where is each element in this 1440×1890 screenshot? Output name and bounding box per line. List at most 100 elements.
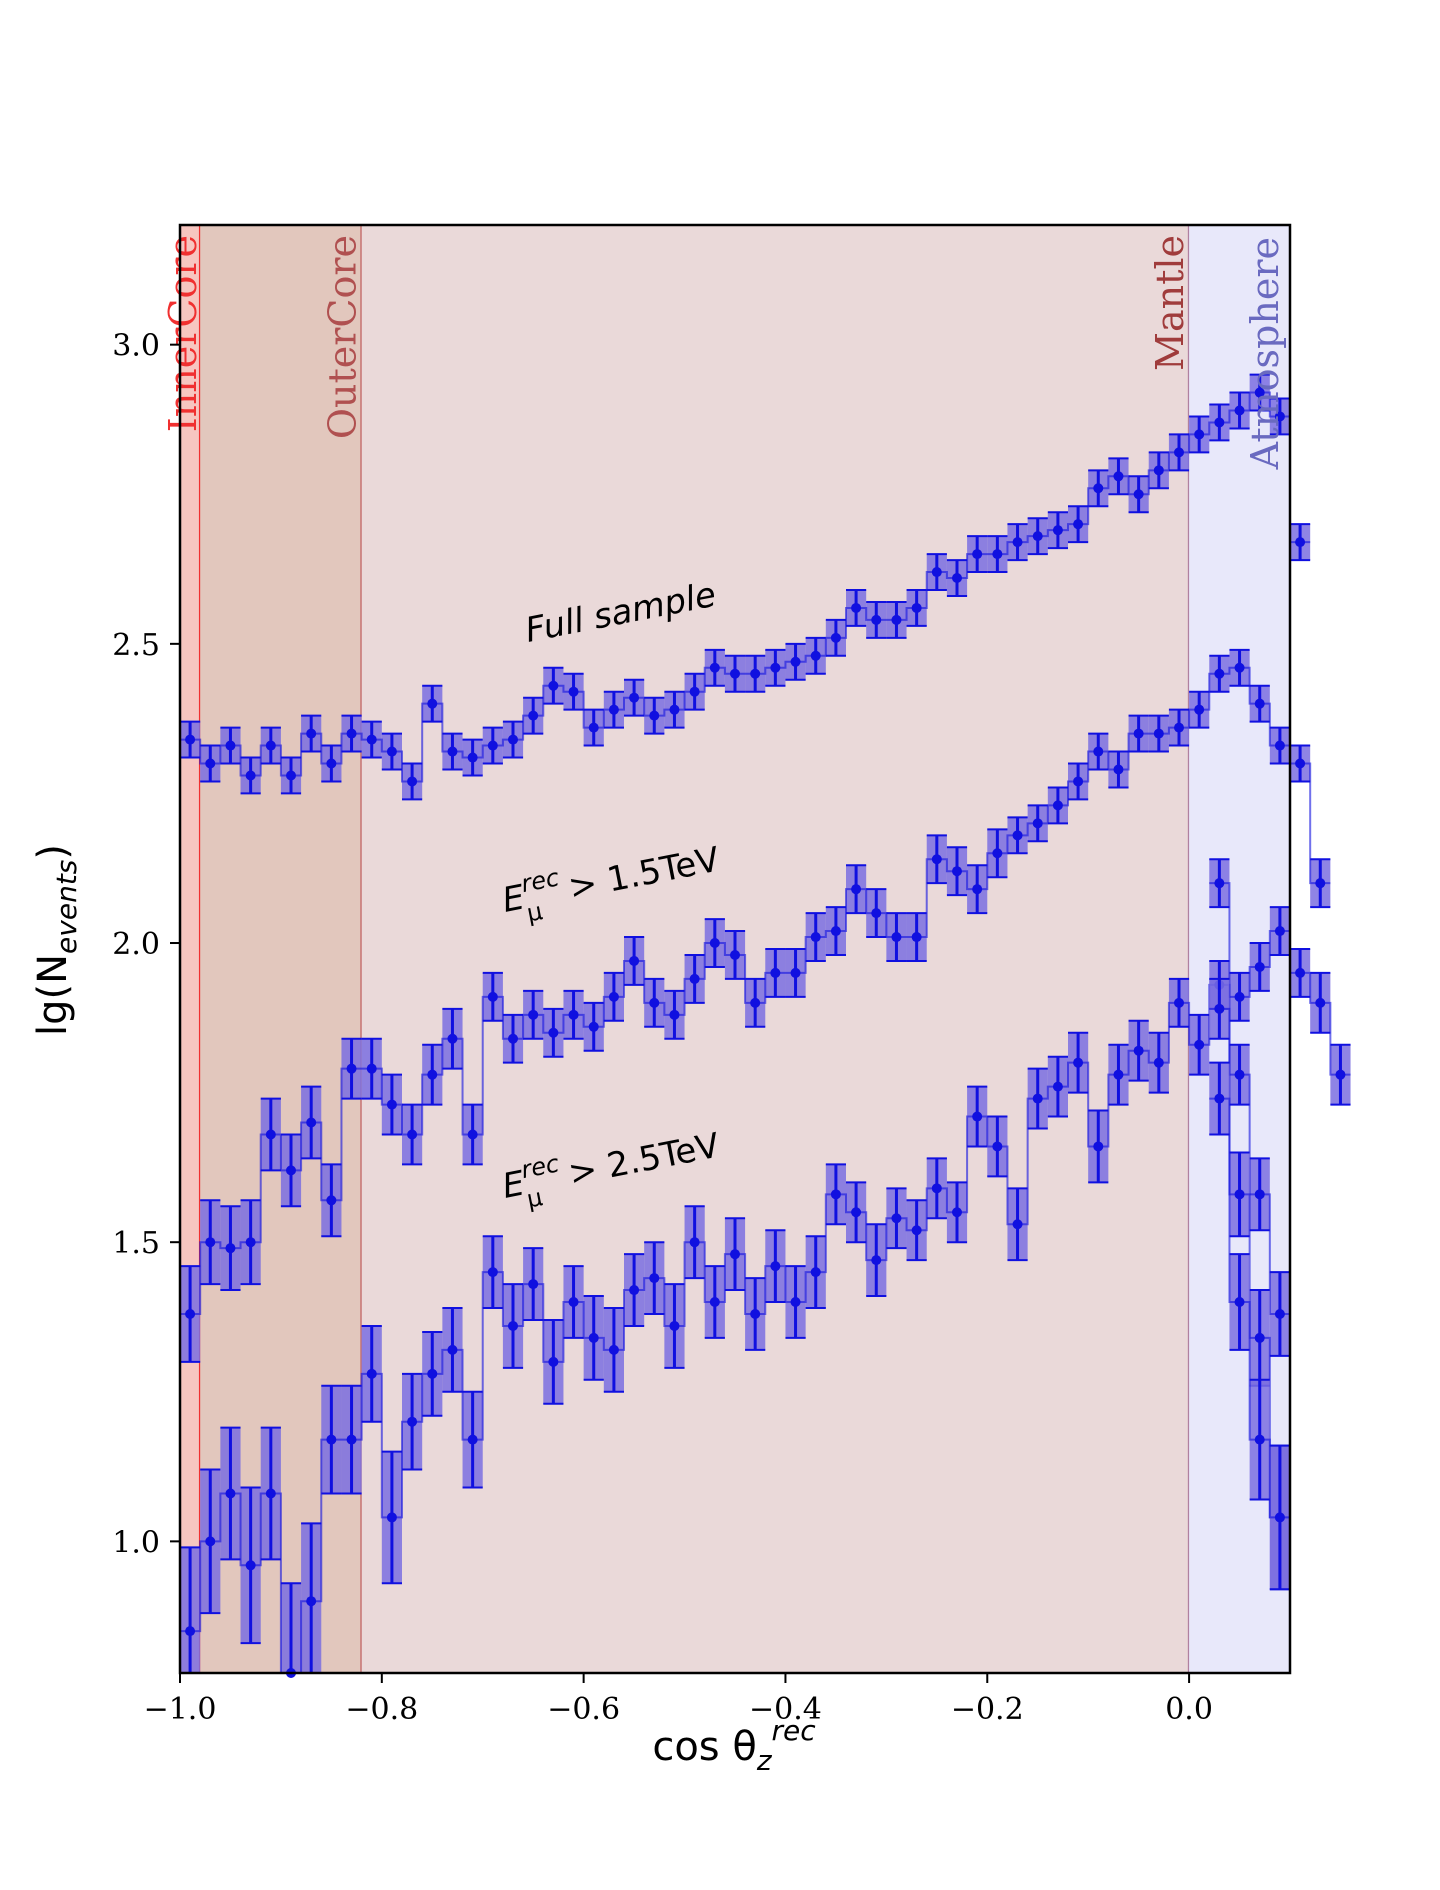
data-point (467, 752, 478, 763)
data-point (487, 1267, 498, 1278)
x-axis-label-sub: z (756, 1744, 773, 1777)
data-point (1234, 1297, 1245, 1308)
data-point (1113, 471, 1124, 482)
data-point (286, 1165, 296, 1176)
data-point (447, 1344, 458, 1355)
data-point (588, 1332, 599, 1343)
data-point (346, 1434, 357, 1445)
data-point (386, 1099, 397, 1110)
data-point (952, 573, 962, 584)
data-point (1194, 1039, 1205, 1050)
series-series-2 (180, 906, 1351, 1678)
data-point (306, 1117, 317, 1128)
data-point (1254, 387, 1265, 398)
data-point (1174, 722, 1184, 733)
data-point (1194, 429, 1205, 440)
data-point (1032, 818, 1043, 829)
data-point (386, 1512, 397, 1523)
data-point (326, 1434, 337, 1445)
data-point (306, 728, 317, 739)
data-point (508, 734, 518, 745)
data-point (1093, 746, 1104, 757)
data-point (911, 602, 922, 613)
data-point (366, 1063, 377, 1074)
data-point (830, 1189, 841, 1200)
data-point (265, 1129, 276, 1140)
data-point (1234, 991, 1245, 1002)
x-tick-label: 0.0 (1165, 1692, 1213, 1727)
data-point (810, 932, 821, 943)
series-series-1 (180, 648, 1331, 1363)
series-tail-low (1209, 1061, 1290, 1591)
data-point (1113, 1069, 1124, 1080)
data-point (891, 614, 902, 625)
data-point (911, 932, 922, 943)
data-point (508, 1033, 518, 1044)
data-point (992, 549, 1003, 560)
data-point (1254, 961, 1265, 972)
data-point (1254, 1332, 1265, 1343)
data-point (366, 1368, 377, 1379)
data-point (931, 1183, 942, 1194)
data-point (1153, 465, 1164, 476)
data-point (548, 680, 559, 691)
data-point (1174, 447, 1184, 458)
data-point (1234, 662, 1245, 673)
data-point (185, 734, 196, 745)
data-point (709, 1297, 720, 1308)
data-point (1214, 417, 1225, 428)
data-point (1052, 1081, 1063, 1092)
data-point (1113, 764, 1124, 775)
data-point (225, 1243, 236, 1254)
data-point (730, 949, 740, 960)
data-point (407, 776, 418, 787)
data-point (608, 1344, 619, 1355)
plot-frame (178, 223, 1292, 1675)
x-tick-label: −0.4 (749, 1692, 822, 1727)
data-point (427, 698, 438, 709)
data-point (1214, 1003, 1225, 1014)
data-point (871, 614, 882, 625)
data-point (1295, 537, 1306, 548)
data-point (1153, 1057, 1164, 1068)
region-label-outercore: OuterCore (321, 235, 365, 439)
data-point (972, 884, 983, 895)
data-point (225, 1488, 236, 1499)
region-label-mantle: Mantle (1148, 235, 1192, 371)
data-point (952, 1207, 962, 1218)
data-point (366, 734, 377, 745)
data-point (810, 1267, 821, 1278)
data-point (1133, 1045, 1144, 1056)
y-tick-label: 3.0 (112, 329, 160, 364)
data-point (548, 1356, 559, 1367)
data-point (851, 884, 862, 895)
data-point (730, 668, 740, 679)
data-point (669, 704, 680, 715)
data-point (750, 997, 761, 1008)
x-tick-label: −0.8 (345, 1692, 418, 1727)
data-point (528, 1009, 539, 1020)
data-point (790, 1297, 801, 1308)
data-point (911, 1225, 922, 1236)
data-point (750, 668, 761, 679)
data-point (205, 1536, 216, 1547)
data-point (1153, 728, 1164, 739)
data-point (1032, 1093, 1043, 1104)
x-axis-label-sup: rec (772, 1714, 817, 1747)
data-point (1194, 704, 1205, 715)
data-point (649, 1273, 660, 1284)
data-point (528, 1279, 539, 1290)
data-point (931, 567, 942, 578)
data-point (487, 740, 498, 751)
data-point (1274, 1308, 1285, 1319)
data-point (851, 602, 862, 613)
y-tick-label: 2.0 (112, 927, 160, 962)
data-point (386, 746, 397, 757)
data-point (790, 967, 801, 978)
data-point (649, 997, 660, 1008)
step-line (1209, 882, 1290, 1315)
data-point (1052, 525, 1063, 536)
data-point (830, 926, 841, 937)
step-line (1209, 1097, 1290, 1519)
